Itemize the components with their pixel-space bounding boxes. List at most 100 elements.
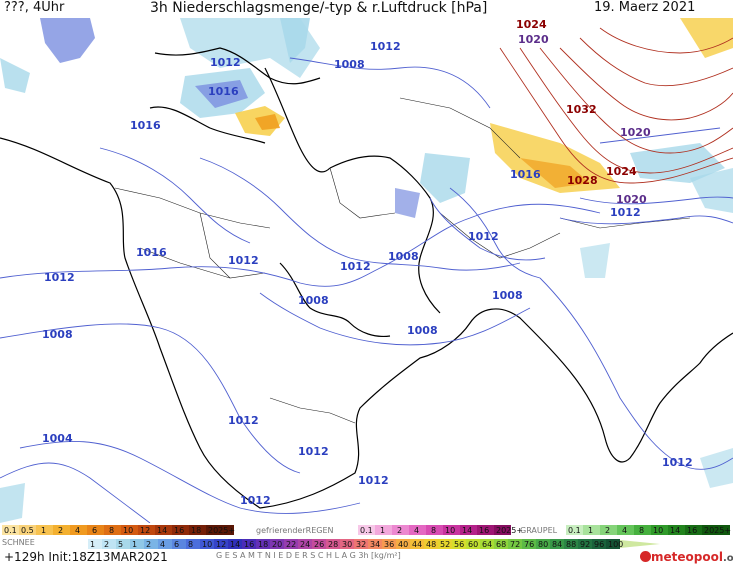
- total-value: 100: [608, 540, 623, 549]
- precip-area: [280, 18, 310, 63]
- total-value: 96: [594, 540, 604, 549]
- graupel-value: 0.1: [568, 526, 581, 535]
- isobar-label: 1008: [407, 324, 438, 337]
- isobar-label: 1008: [334, 58, 365, 71]
- snow-value: 14: [157, 526, 167, 535]
- total-value: 84: [552, 540, 562, 549]
- isobar-label: 1016: [130, 119, 161, 132]
- total-value: 1: [132, 540, 137, 549]
- snow-value: 6: [92, 526, 97, 535]
- precip-area: [580, 243, 610, 278]
- isobar-line: [599, 27, 733, 54]
- border: [559, 217, 691, 229]
- borders: [114, 97, 691, 424]
- snow-value: 12: [140, 526, 150, 535]
- graupel-value: 4: [622, 526, 627, 535]
- border: [139, 247, 231, 279]
- isobar-label: 1012: [240, 494, 271, 507]
- total-value: 80: [538, 540, 548, 549]
- total-value: 92: [580, 540, 590, 549]
- graupel-value: 8: [639, 526, 644, 535]
- coastline: [154, 47, 321, 85]
- isobar-label: 1012: [228, 254, 259, 267]
- total-value: 30: [342, 540, 352, 549]
- run-info: +129h Init:18Z13MAR2021: [4, 550, 168, 564]
- snow-value: 4: [75, 526, 80, 535]
- freezing-rain-label: gefrierenderREGEN: [256, 526, 334, 535]
- total-value: 18: [258, 540, 268, 549]
- isobar-label: 1012: [610, 206, 641, 219]
- snow-value: 18: [191, 526, 201, 535]
- snow-value: 16: [174, 526, 184, 535]
- total-value: 2: [104, 540, 109, 549]
- isobar-label: 1032: [566, 103, 597, 116]
- brand-suffix: .org: [722, 553, 733, 564]
- total-value: 72: [510, 540, 520, 549]
- date-label: 19. Maerz 2021: [594, 0, 696, 15]
- border: [439, 212, 561, 259]
- isobar-labels: 1024 1020 1012 1012 1008 1016 1016 1032 …: [42, 18, 693, 507]
- isobar-label: 1028: [567, 174, 598, 187]
- graupel-value: 14: [670, 526, 680, 535]
- snow-value: 0.5: [21, 526, 34, 535]
- scale-arrow-icon: [620, 540, 660, 548]
- isobar-line: [559, 47, 733, 121]
- precip-area: [195, 80, 248, 108]
- total-value: 10: [202, 540, 212, 549]
- graupel-value: 10: [653, 526, 663, 535]
- isobar-label: 1012: [340, 260, 371, 273]
- total-value-labels: 1 2 5 1 2 4 6 8 10 12 14 16 18 20 22 24 26 28 30 32 34 36 40 44…: [90, 540, 623, 549]
- frz-value: 4: [414, 526, 419, 535]
- precip-area: [680, 18, 733, 58]
- isobar-line: [259, 292, 531, 346]
- legend: 0.1 0.5 1 2 4 6 8 10 12 14 16 18 2025+ 0…: [0, 523, 733, 566]
- precip-area: [255, 114, 280, 130]
- high-pressure-isobars: [499, 27, 733, 184]
- brand-logo: meteopool.org: [640, 550, 733, 564]
- isobar-label: 1020: [518, 33, 549, 46]
- total-value: 48: [426, 540, 436, 549]
- isobar-label: 1016: [208, 85, 239, 98]
- total-value: 28: [328, 540, 338, 549]
- isobar-line: [449, 187, 541, 279]
- isobar-label: 1012: [210, 56, 241, 69]
- total-value: 76: [524, 540, 534, 549]
- frz-value: 8: [431, 526, 436, 535]
- border: [199, 212, 266, 279]
- total-value: 14: [230, 540, 240, 549]
- isobar-line: [539, 277, 733, 470]
- isobar-label: 1024: [516, 18, 547, 31]
- total-value: 4: [160, 540, 165, 549]
- total-value: 1: [90, 540, 95, 549]
- precip-area: [490, 123, 620, 193]
- isobar-line: [199, 157, 521, 271]
- frz-value: 0.1: [360, 526, 373, 535]
- total-value: 8: [188, 540, 193, 549]
- isobar-line: [99, 147, 251, 244]
- isobar-label: 1016: [136, 246, 167, 259]
- isobar-line: [579, 196, 733, 205]
- total-value: 22: [286, 540, 296, 549]
- total-value: 68: [496, 540, 506, 549]
- precip-area: [40, 18, 95, 63]
- precip-area: [395, 188, 420, 218]
- snow-scale: [2, 525, 234, 535]
- chart-title: 3h Niederschlagsmenge/-typ & r.Luftdruck…: [150, 0, 488, 16]
- isobar-label: 1004: [42, 432, 73, 445]
- snow-label: SCHNEE: [2, 538, 35, 547]
- isobar-label: 1012: [358, 474, 389, 487]
- border: [269, 397, 356, 424]
- border: [114, 187, 271, 229]
- total-value: 24: [300, 540, 310, 549]
- total-value: 16: [244, 540, 254, 549]
- total-value: 12: [216, 540, 226, 549]
- graupel-value: 2: [605, 526, 610, 535]
- isobar-line: [19, 440, 361, 514]
- precip-area: [0, 483, 25, 523]
- precip-area: [690, 168, 733, 213]
- frz-value: 2025+: [496, 526, 523, 535]
- total-value: 44: [412, 540, 422, 549]
- isobar-label: 1012: [468, 230, 499, 243]
- coastline: [149, 106, 266, 144]
- isobar-label: 1012: [228, 414, 259, 427]
